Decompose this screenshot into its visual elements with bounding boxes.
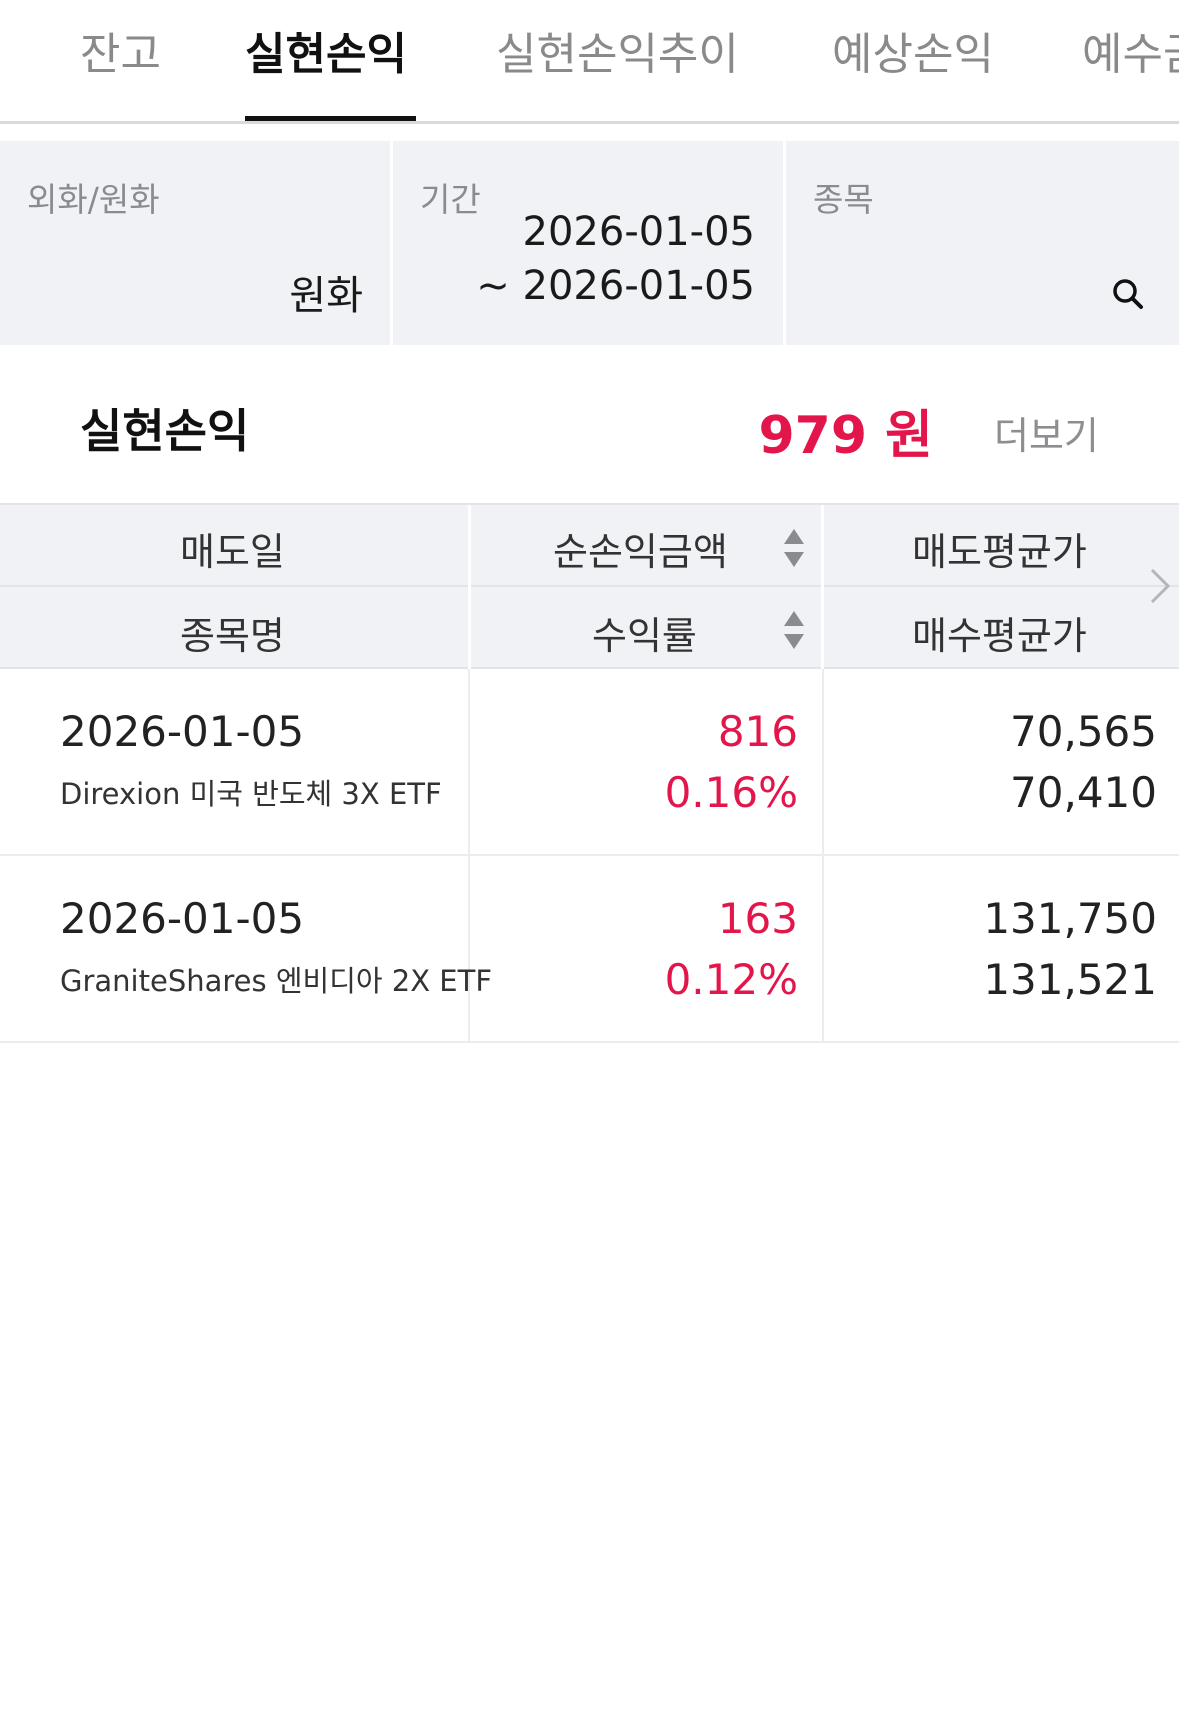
row-column-divider bbox=[822, 669, 824, 856]
header-sell-date: 매도일 bbox=[180, 530, 285, 574]
summary-amount: 979 원 bbox=[758, 406, 934, 466]
row-sell-date: 2026-01-05 bbox=[60, 894, 305, 943]
row-net-pnl: 163 bbox=[717, 894, 798, 943]
summary-title: 실현손익 bbox=[80, 404, 250, 458]
currency-filter-label: 외화/원화 bbox=[27, 180, 160, 219]
period-filter[interactable]: 기간 2026-01-05 ~ 2026-01-05 bbox=[393, 141, 783, 345]
row-return-rate: 0.12% bbox=[664, 955, 798, 1004]
header-stock-name: 종목명 bbox=[180, 614, 285, 658]
header-divider bbox=[0, 585, 1179, 587]
row-stock-name: GraniteShares 엔비디아 2X ETF bbox=[60, 964, 493, 998]
row-column-divider bbox=[468, 856, 470, 1043]
row-net-pnl: 816 bbox=[717, 707, 798, 756]
table-header: 매도일 순손익금액 매도평균가 종목명 수익률 매수평균가 bbox=[0, 503, 1179, 671]
tab-realized-pnl-trend[interactable]: 실현손익추이 bbox=[496, 29, 739, 80]
header-avg-sell-price: 매도평균가 bbox=[912, 530, 1087, 574]
table-row[interactable]: 2026-01-05 GraniteShares 엔비디아 2X ETF 163… bbox=[0, 856, 1179, 1043]
symbol-filter-label: 종목 bbox=[813, 180, 874, 219]
row-return-rate: 0.16% bbox=[664, 768, 798, 817]
header-column-divider bbox=[821, 505, 824, 671]
tab-realized-pnl[interactable]: 실현손익 bbox=[245, 29, 407, 80]
row-avg-buy-price: 131,521 bbox=[983, 955, 1157, 1004]
period-to: ~ 2026-01-05 bbox=[476, 263, 755, 309]
row-sell-date: 2026-01-05 bbox=[60, 707, 305, 756]
active-tab-indicator bbox=[245, 116, 416, 121]
tab-balance[interactable]: 잔고 bbox=[80, 29, 161, 80]
sort-icon[interactable] bbox=[783, 527, 805, 569]
row-column-divider bbox=[468, 669, 470, 856]
tab-bar: 잔고 실현손익 실현손익추이 예상손익 예수금 bbox=[0, 0, 1179, 124]
realized-pnl-summary: 실현손익 979 원 더보기 bbox=[0, 345, 1179, 503]
period-from: 2026-01-05 bbox=[522, 209, 755, 255]
table-row[interactable]: 2026-01-05 Direxion 미국 반도체 3X ETF 816 0.… bbox=[0, 669, 1179, 856]
row-avg-sell-price: 70,565 bbox=[1010, 707, 1157, 756]
row-avg-buy-price: 70,410 bbox=[1010, 768, 1157, 817]
symbol-filter[interactable]: 종목 bbox=[786, 141, 1179, 345]
header-column-divider bbox=[468, 505, 471, 671]
filter-panel: 외화/원화 원화 기간 2026-01-05 ~ 2026-01-05 종목 bbox=[0, 141, 1179, 345]
header-avg-buy-price: 매수평균가 bbox=[912, 614, 1087, 658]
more-button[interactable]: 더보기 bbox=[994, 414, 1099, 458]
row-stock-name: Direxion 미국 반도체 3X ETF bbox=[60, 777, 442, 811]
tab-expected-pnl[interactable]: 예상손익 bbox=[832, 29, 994, 80]
tab-deposit[interactable]: 예수금 bbox=[1082, 29, 1179, 80]
chevron-right-icon[interactable] bbox=[1148, 566, 1172, 606]
currency-filter-value: 원화 bbox=[289, 273, 363, 319]
sort-icon[interactable] bbox=[783, 609, 805, 651]
currency-filter[interactable]: 외화/원화 원화 bbox=[0, 141, 390, 345]
header-return-rate[interactable]: 수익률 bbox=[592, 614, 697, 658]
row-avg-sell-price: 131,750 bbox=[983, 894, 1157, 943]
header-net-pnl[interactable]: 순손익금액 bbox=[553, 530, 728, 574]
row-column-divider bbox=[822, 856, 824, 1043]
search-icon[interactable] bbox=[1111, 277, 1145, 311]
period-filter-label: 기간 bbox=[420, 180, 481, 219]
